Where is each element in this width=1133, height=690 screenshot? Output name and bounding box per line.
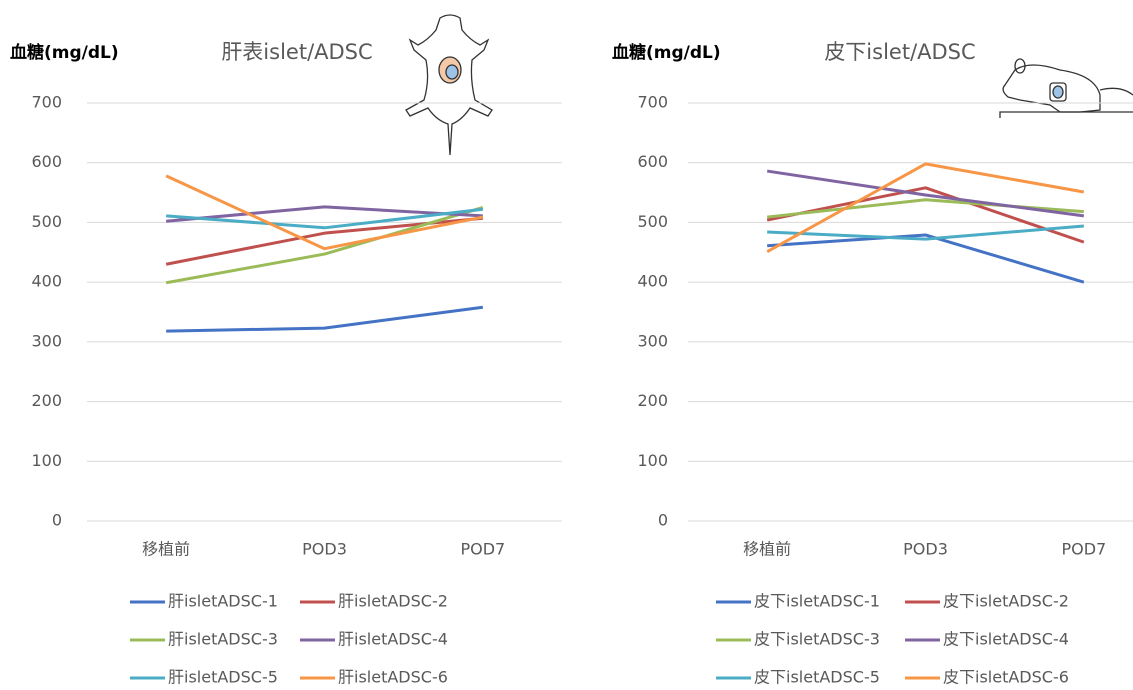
x-tick-label: POD3	[302, 540, 347, 559]
y-axis-label: 血糖(mg/dL)	[10, 42, 119, 63]
y-tick-label: 200	[637, 391, 668, 410]
legend-label: 皮下isletADSC-1	[754, 592, 880, 611]
series-line	[166, 307, 483, 331]
y-tick-label: 0	[52, 511, 62, 530]
liver-mouse-illustration	[406, 15, 492, 155]
y-axis-label: 血糖(mg/dL)	[612, 42, 721, 63]
chart-title: 肝表islet/ADSC	[221, 40, 372, 64]
series-line	[767, 235, 1084, 282]
y-tick-label: 500	[637, 212, 668, 231]
chart-title: 皮下islet/ADSC	[824, 40, 975, 64]
y-tick-label: 0	[658, 511, 668, 530]
subcutaneous-mouse-illustration	[1000, 59, 1133, 118]
y-tick-label: 600	[31, 152, 62, 171]
y-tick-label: 300	[637, 331, 668, 350]
legend-label: 肝isletADSC-4	[338, 630, 448, 649]
legend-label: 皮下isletADSC-4	[943, 630, 1069, 649]
series-line	[767, 226, 1084, 239]
y-tick-label: 400	[637, 272, 668, 291]
y-tick-label: 700	[31, 93, 62, 112]
legend-label: 皮下isletADSC-2	[943, 592, 1069, 611]
legend-label: 肝isletADSC-2	[338, 592, 448, 611]
y-tick-label: 100	[637, 451, 668, 470]
x-tick-label: 移植前	[743, 540, 791, 559]
y-tick-label: 600	[637, 152, 668, 171]
legend-label: 肝isletADSC-6	[338, 668, 448, 687]
x-tick-label: POD7	[460, 540, 505, 559]
y-tick-label: 200	[31, 391, 62, 410]
x-tick-label: POD3	[903, 540, 948, 559]
y-tick-label: 400	[31, 272, 62, 291]
legend-label: 皮下isletADSC-3	[754, 630, 880, 649]
y-tick-label: 700	[637, 93, 668, 112]
y-tick-label: 100	[31, 451, 62, 470]
page: 血糖(mg/dL) 肝表islet/ADSC 0 100 200 300 400 500 600…	[0, 0, 1133, 690]
legend-label: 皮下isletADSC-5	[754, 668, 880, 687]
y-tick-label: 300	[31, 331, 62, 350]
x-tick-label: 移植前	[142, 540, 190, 559]
legend-label: 皮下isletADSC-6	[943, 668, 1069, 687]
x-tick-label: POD7	[1061, 540, 1106, 559]
legend-label: 肝isletADSC-5	[168, 668, 278, 687]
y-tick-label: 500	[31, 212, 62, 231]
legend-label: 肝isletADSC-1	[168, 592, 278, 611]
legend-label: 肝isletADSC-3	[168, 630, 278, 649]
